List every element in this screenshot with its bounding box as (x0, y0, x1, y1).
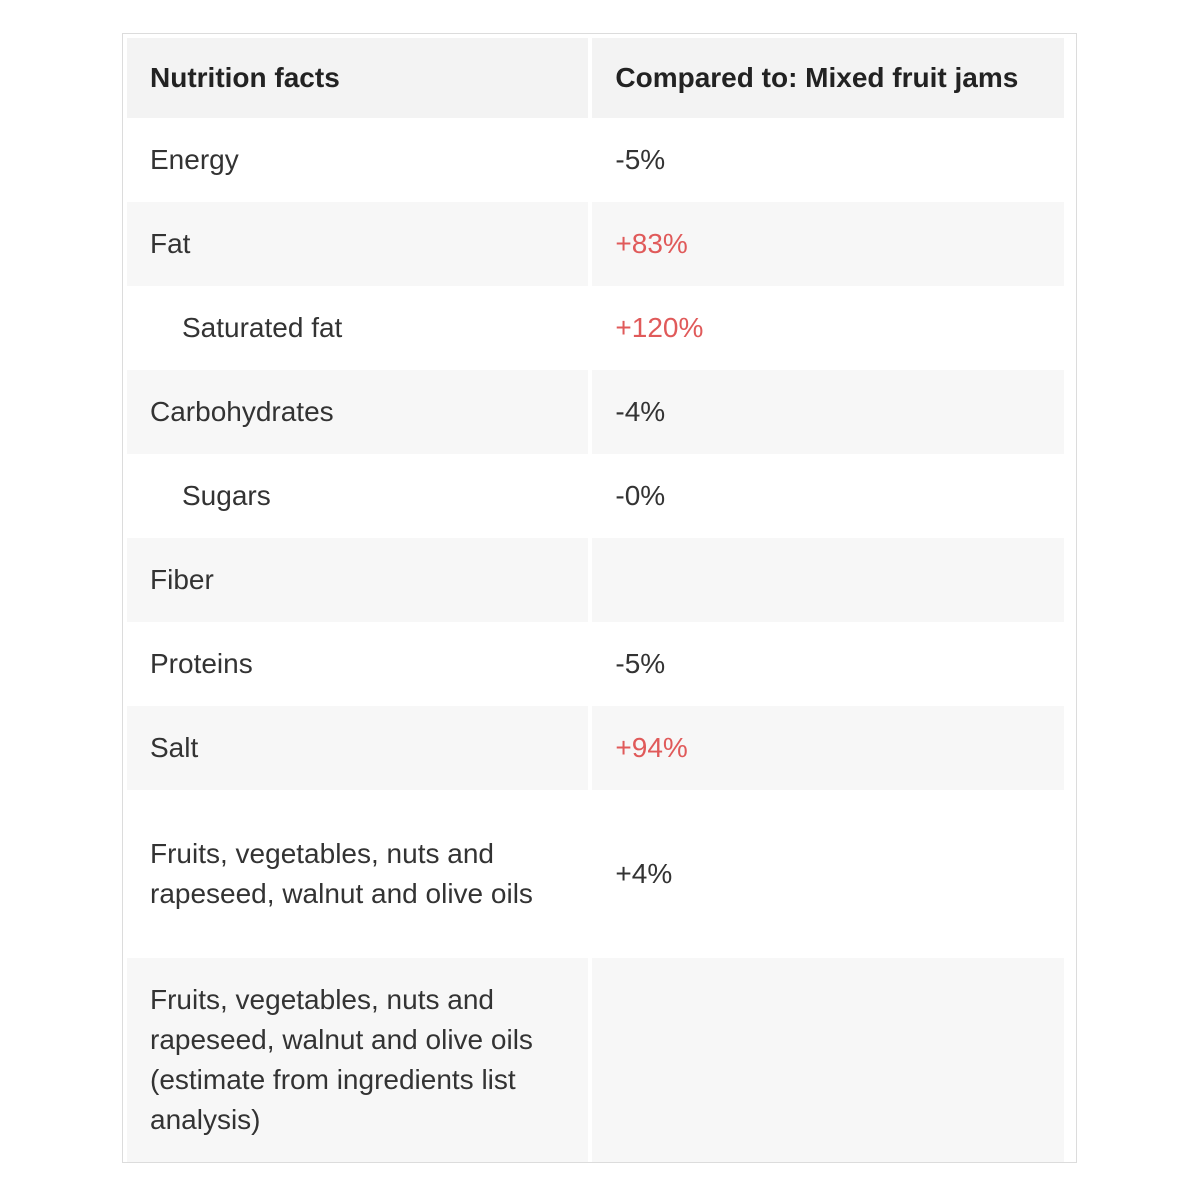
table-header-row: Nutrition facts Compared to: Mixed fruit… (127, 38, 1064, 118)
row-value-saturated-fat: +120% (615, 312, 704, 343)
column-header-compared-to: Compared to: Mixed fruit jams (592, 38, 1064, 118)
table-row: Proteins -5% (127, 622, 1064, 706)
table-row: Fruits, vegetables, nuts and rapeseed, w… (127, 958, 1064, 1162)
table-row: Energy -5% (127, 118, 1064, 202)
table-row: Fat +83% (127, 202, 1064, 286)
nutrition-table: Nutrition facts Compared to: Mixed fruit… (123, 38, 1068, 1162)
nutrition-comparison-card: Nutrition facts Compared to: Mixed fruit… (122, 33, 1077, 1163)
table-row: Fiber (127, 538, 1064, 622)
column-header-nutrition-facts: Nutrition facts (127, 38, 589, 118)
row-value-salt: +94% (592, 706, 1064, 790)
table-row: Fruits, vegetables, nuts and rapeseed, w… (127, 790, 1064, 958)
row-label-fruits-vegetables-nuts-estimate: Fruits, vegetables, nuts and rapeseed, w… (127, 958, 589, 1162)
row-value-sugars: -0% (615, 480, 666, 511)
row-value-energy: -5% (615, 144, 666, 175)
row-label-sugars: Sugars (182, 480, 271, 511)
table-row: Carbohydrates -4% (127, 370, 1064, 454)
table-row: Salt +94% (127, 706, 1064, 790)
row-value-proteins: -5% (615, 648, 666, 679)
row-label-energy: Energy (150, 144, 239, 175)
row-label-proteins: Proteins (150, 648, 253, 679)
row-label-carbohydrates: Carbohydrates (127, 370, 589, 454)
table-row: Sugars -0% (127, 454, 1064, 538)
table-row: Saturated fat +120% (127, 286, 1064, 370)
row-label-fruits-vegetables-nuts: Fruits, vegetables, nuts and rapeseed, w… (150, 838, 533, 909)
row-value-fiber (592, 538, 1064, 622)
row-label-salt: Salt (127, 706, 589, 790)
row-value-fruits-vegetables-nuts-estimate (592, 958, 1064, 1162)
row-label-fat: Fat (127, 202, 589, 286)
row-value-fat: +83% (592, 202, 1064, 286)
row-value-fruits-vegetables-nuts: +4% (615, 858, 673, 889)
row-value-carbohydrates: -4% (592, 370, 1064, 454)
row-label-fiber: Fiber (127, 538, 589, 622)
row-label-saturated-fat: Saturated fat (182, 312, 343, 343)
